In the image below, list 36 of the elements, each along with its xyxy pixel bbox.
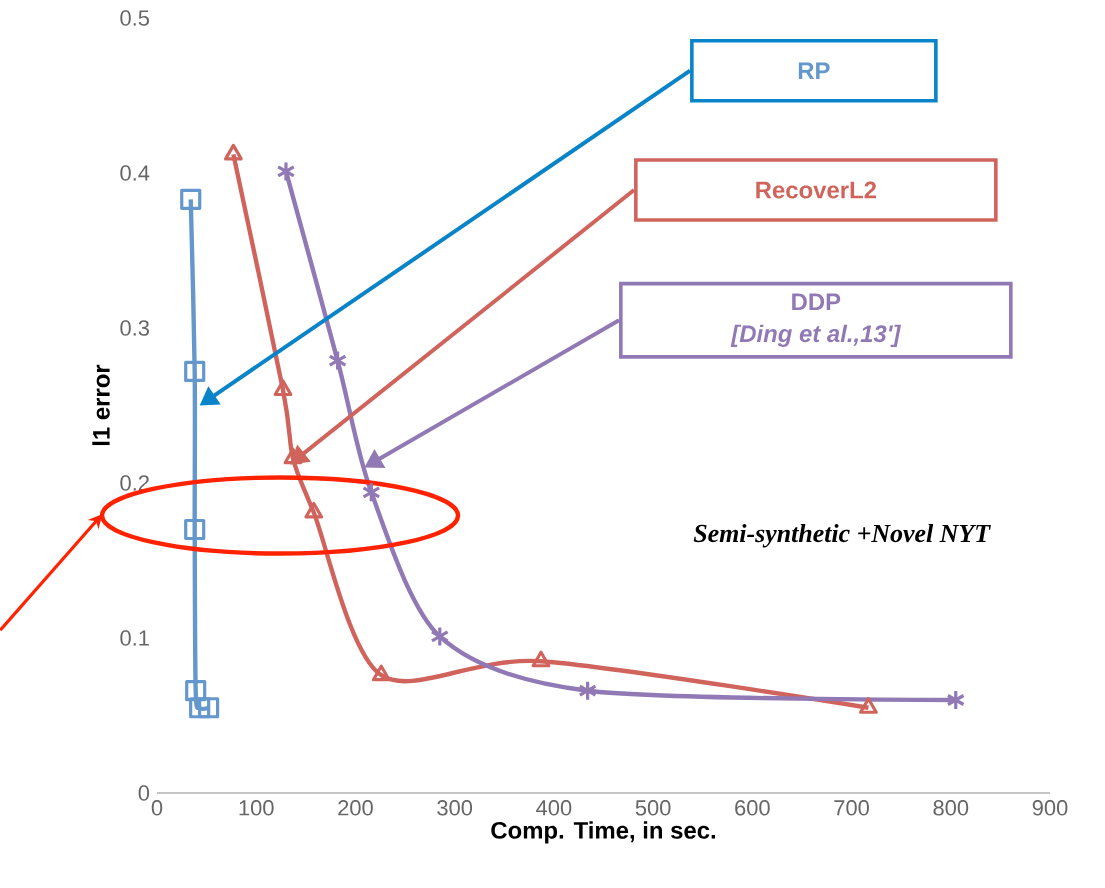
annotation: Semi-synthetic +Novel NYT xyxy=(693,523,991,548)
x-tick-label: 700 xyxy=(834,800,869,816)
point xyxy=(184,518,206,541)
point xyxy=(180,188,202,210)
text: RP xyxy=(798,62,830,79)
y-tick-label: 0.3 xyxy=(120,320,149,336)
x-axis-title: Comp. Time, in sec. xyxy=(491,821,716,844)
annotation: [Ding et al.,13'] xyxy=(730,324,902,347)
text: RecoverL2 xyxy=(756,181,877,199)
point xyxy=(430,625,450,648)
point xyxy=(946,689,966,711)
x-tick-label: 300 xyxy=(437,800,473,816)
x-tick-label: 100 xyxy=(239,800,274,816)
x-tick-label: 900 xyxy=(1032,800,1068,816)
point xyxy=(185,680,207,702)
y-axis-title: l1 error xyxy=(92,364,110,446)
text: DDP xyxy=(792,293,841,311)
point xyxy=(578,680,598,702)
point xyxy=(224,143,243,161)
point xyxy=(273,379,293,397)
x-tick-label: 200 xyxy=(338,800,373,816)
y-tick-label: 0.1 xyxy=(120,630,149,646)
x-tick-label: 500 xyxy=(635,800,671,816)
y-tick-label: 0.5 xyxy=(120,10,150,26)
y-tick-label: 0.4 xyxy=(120,165,150,181)
x-tick-label: 400 xyxy=(536,800,572,816)
point xyxy=(184,360,206,382)
point xyxy=(361,481,381,503)
x-tick-label: 600 xyxy=(735,800,770,816)
y-tick-label: 0 xyxy=(138,785,150,801)
x-tick-label: 0 xyxy=(151,800,163,816)
point xyxy=(276,160,296,183)
x-tick-label: 800 xyxy=(933,800,969,816)
point xyxy=(189,697,211,719)
point xyxy=(197,697,220,719)
point xyxy=(328,349,347,372)
